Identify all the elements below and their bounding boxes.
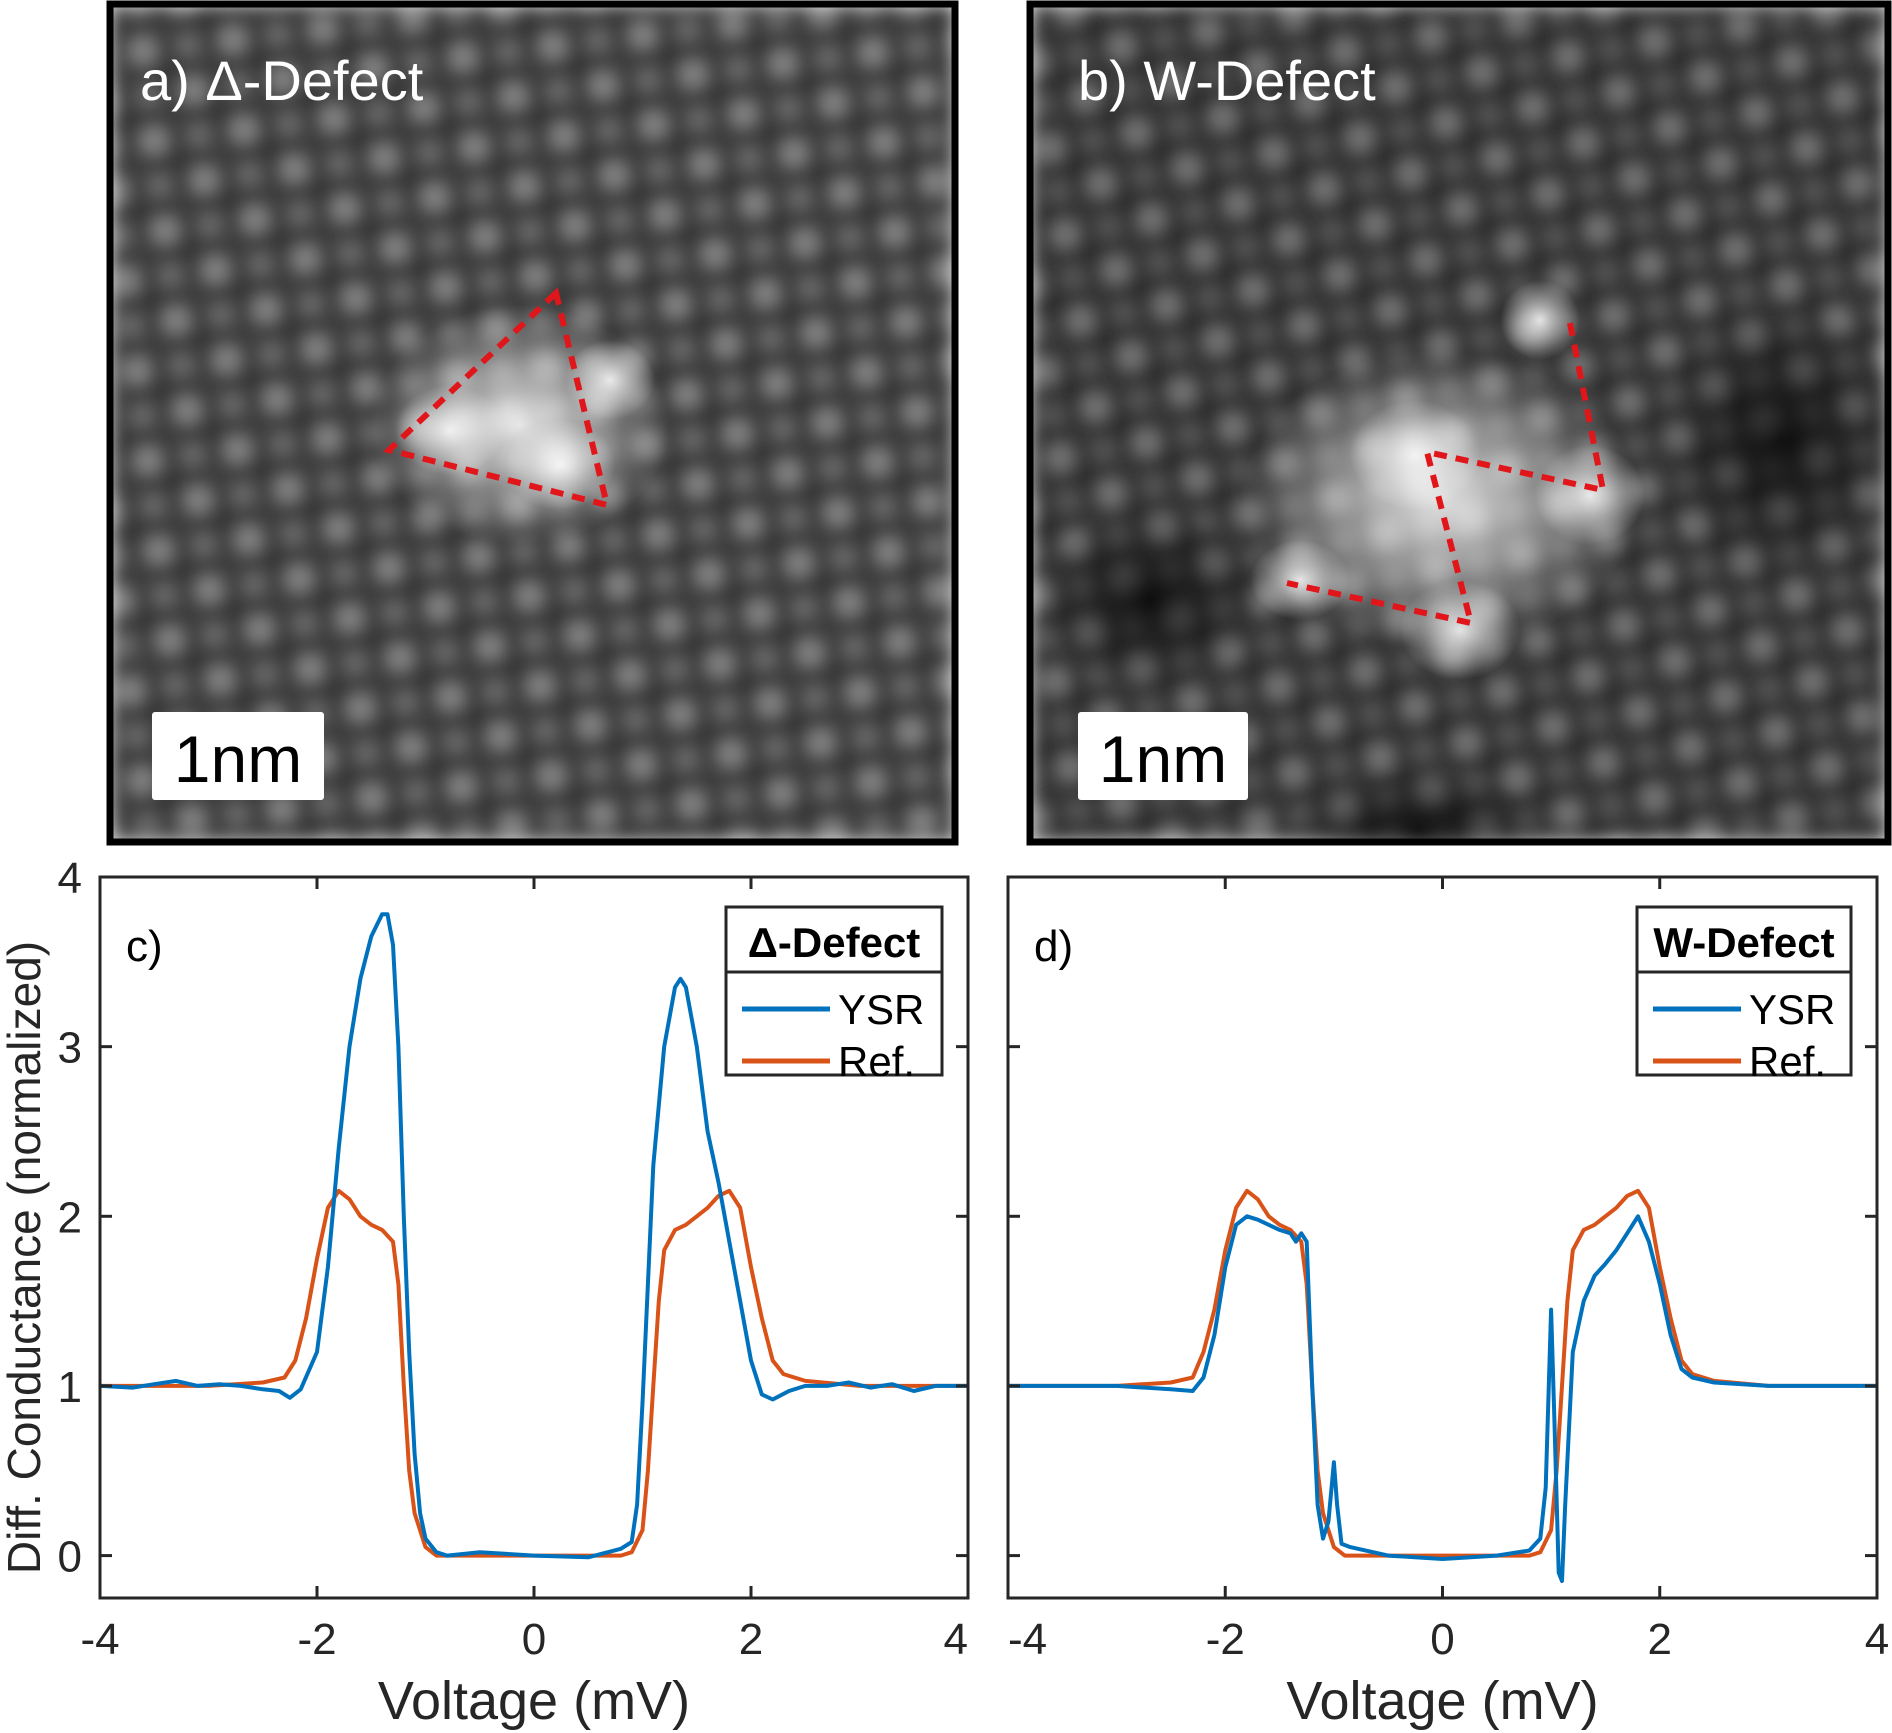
series-line-ref — [100, 1188, 968, 1558]
panel-a-frame — [106, 0, 959, 846]
legend-box — [1635, 905, 1853, 1077]
panel-tag: d) — [1034, 922, 1073, 971]
scale-bar-box-a — [152, 712, 324, 800]
y-tick-label: 4 — [58, 854, 82, 903]
chart-c: -4 -2 0 2 4 0 1 2 3 4 Voltage (mV) Diff. Conductanc… — [0, 854, 970, 1731]
y-tick-label: 0 — [58, 1533, 82, 1582]
x-axis-label: Voltage (mV) — [1286, 1671, 1598, 1731]
legend-box — [724, 905, 944, 1077]
panel-b-label: b) W-Defect — [1078, 49, 1376, 112]
x-tick-label: -4 — [1008, 1615, 1047, 1664]
legend-entry: Ref. — [838, 1038, 915, 1085]
x-tick-label: -2 — [1206, 1615, 1245, 1664]
x-tick-label: 0 — [1430, 1615, 1454, 1664]
y-tick-label: 2 — [58, 1193, 82, 1242]
x-tick-label: -4 — [80, 1615, 119, 1664]
scale-bar-box-b — [1078, 712, 1248, 800]
x-axis-label: Voltage (mV) — [378, 1671, 690, 1731]
legend-entry: YSR — [838, 986, 924, 1033]
series-line-ref — [1008, 1188, 1877, 1558]
scale-bar-b: 1nm — [1099, 722, 1227, 796]
panel-a-label: a) Δ-Defect — [140, 49, 424, 112]
panel-b-frame — [1026, 0, 1892, 846]
x-tick-label: 4 — [1865, 1615, 1889, 1664]
series-line-ysr — [1008, 1214, 1877, 1583]
legend-title: Δ-Defect — [748, 919, 921, 966]
legend-entry: Ref. — [1749, 1038, 1826, 1085]
y-axis-label: Diff. Conductance (normalized) — [0, 941, 50, 1574]
x-tick-label: 0 — [522, 1615, 546, 1664]
x-tick-label: 2 — [739, 1615, 763, 1664]
stm-image-a — [110, 4, 955, 842]
x-tick-label: 2 — [1648, 1615, 1672, 1664]
x-tick-label: 4 — [944, 1615, 968, 1664]
chart-d: -4 -2 0 2 4 Voltage (mV) d) W-Defect YSR Ref. — [1006, 875, 1889, 1731]
legend-title: W-Defect — [1653, 919, 1834, 966]
x-tick-label: -2 — [297, 1615, 336, 1664]
y-tick-label: 3 — [58, 1024, 82, 1073]
delta-defect-triangle-outline — [382, 287, 612, 510]
panel-tag: c) — [126, 922, 163, 971]
legend-entry: YSR — [1749, 986, 1835, 1033]
w-defect-zigzag-outline — [1286, 322, 1607, 627]
series-line-ysr — [100, 912, 968, 1560]
y-tick-label: 1 — [58, 1363, 82, 1412]
scale-bar-a: 1nm — [174, 722, 302, 796]
